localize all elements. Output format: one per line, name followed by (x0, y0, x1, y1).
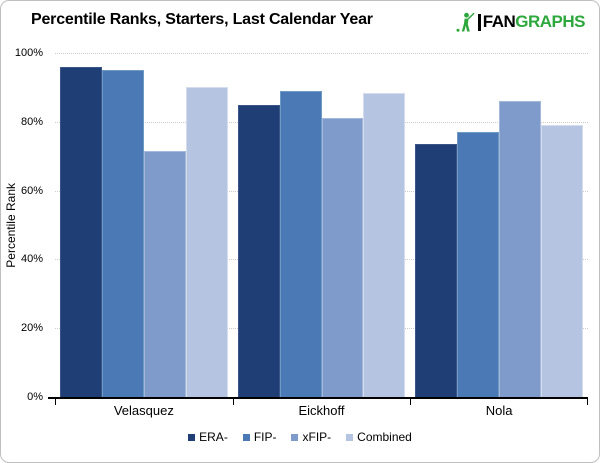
y-tick-label-80: 80% (20, 115, 43, 128)
legend-item-era: ERA- (188, 430, 228, 444)
legend-label: FIP- (253, 430, 277, 444)
x-axis-tick-2 (410, 399, 412, 405)
gridline-100 (55, 53, 588, 54)
legend-item-combined: Combined (346, 430, 412, 444)
x-label-velasquez: Velasquez (113, 403, 174, 418)
legend: ERA- FIP-xFIP- Combined (1, 430, 599, 444)
bar-nola-era (415, 144, 458, 397)
y-tick-label-20: 20% (20, 322, 43, 335)
fangraphs-batter-icon (456, 12, 475, 32)
logo-divider-bar (477, 13, 481, 31)
legend-item-fip: FIP- (242, 430, 277, 444)
fangraphs-logo: FAN GRAPHS (455, 11, 585, 33)
legend-label: xFIP- (302, 430, 332, 444)
x-axis-tick-3 (587, 399, 588, 405)
bar-nola-fip (457, 132, 500, 397)
x-axis-labels: Velasquez Eickhoff Nola (55, 403, 588, 418)
y-axis-tick-labels: 0% 20% 40% 60% 80% 100% (1, 47, 48, 403)
legend-marker-icon (242, 433, 250, 441)
y-axis-zero-tick (48, 397, 55, 399)
plot-area (48, 53, 588, 405)
logo-text-graphs: GRAPHS (515, 12, 585, 31)
bar-group-eickhoff (233, 53, 411, 397)
x-label-nola: Nola (485, 403, 513, 418)
bar-eickhoff-combined (363, 92, 406, 397)
bar-velasquez-xfip (143, 151, 186, 397)
x-axis-tick-1 (232, 399, 234, 405)
bar-groups (55, 53, 588, 397)
x-label-eickhoff: Eickhoff (298, 403, 345, 418)
y-tick-label-0: 0% (27, 391, 43, 403)
bar-velasquez-fip (101, 70, 144, 397)
bar-velasquez-combined (185, 87, 228, 397)
bar-nola-xfip (499, 101, 542, 397)
y-tick-label-40: 40% (20, 253, 43, 266)
bar-eickhoff-xfip (321, 118, 364, 397)
y-tick-label-100: 100% (14, 47, 43, 59)
legend-marker-icon (346, 433, 354, 441)
y-tick-label-60: 60% (20, 184, 43, 197)
bar-group-nola (410, 53, 588, 397)
bar-eickhoff-era (237, 104, 280, 397)
legend-marker-icon (188, 433, 196, 441)
chart-title: Percentile Ranks, Starters, Last Calenda… (31, 11, 373, 28)
x-axis-tick-0 (55, 399, 56, 405)
bar-group-velasquez (55, 53, 233, 397)
logo-text-fan: FAN (482, 12, 516, 31)
bar-velasquez-era (60, 66, 102, 397)
bar-eickhoff-fip (279, 90, 322, 397)
legend-label: Combined (357, 430, 412, 444)
legend-item-xfip: xFIP- (291, 430, 331, 444)
bar-nola-combined (541, 125, 584, 397)
legend-marker-icon (291, 433, 299, 441)
legend-label: ERA- (199, 430, 228, 444)
